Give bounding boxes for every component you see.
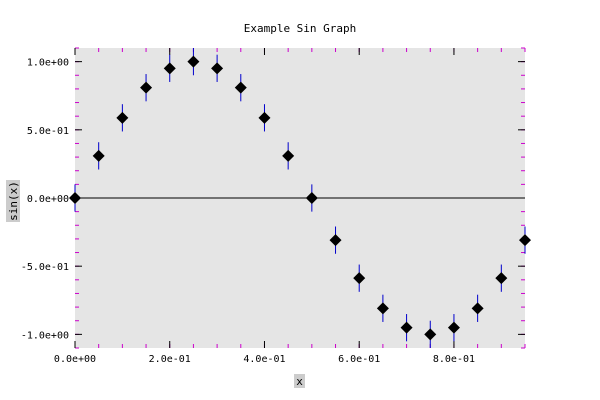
x-tick-label: 2.0e-01 xyxy=(149,354,191,365)
x-tick-label: 6.0e-01 xyxy=(338,354,380,365)
x-axis-label: x xyxy=(296,375,303,388)
y-tick-label: -1.0e+00 xyxy=(21,330,69,341)
x-tick-label: 8.0e-01 xyxy=(433,354,475,365)
y-tick-label: 1.0e+00 xyxy=(27,58,69,69)
chart-title: Example Sin Graph xyxy=(244,22,357,35)
y-tick-labels: 1.0e+00 5.0e-01 0.0e+00 -5.0e-01 -1.0e+00 xyxy=(21,58,69,342)
y-tick-label: 5.0e-01 xyxy=(27,126,69,137)
data-point xyxy=(353,272,366,285)
data-point xyxy=(305,192,318,204)
data-point xyxy=(329,234,342,247)
data-point xyxy=(519,234,531,247)
data-point xyxy=(211,62,224,75)
data-point xyxy=(69,192,81,204)
x-tick-label: 4.0e-01 xyxy=(243,354,285,365)
x-tick-label: 0.0e+00 xyxy=(54,354,96,365)
y-axis-label-bg xyxy=(6,180,20,222)
data-markers xyxy=(69,55,531,341)
data-point xyxy=(234,81,247,94)
data-point xyxy=(400,321,413,334)
x-axis-label-bg xyxy=(294,374,305,388)
y-tick-label: 0.0e+00 xyxy=(27,194,69,205)
data-point xyxy=(258,111,271,124)
data-point xyxy=(140,81,153,94)
data-point xyxy=(282,149,295,162)
x-tick-labels: 0.0e+00 2.0e-01 4.0e-01 6.0e-01 8.0e-01 xyxy=(54,354,475,365)
data-point xyxy=(471,302,484,315)
data-point xyxy=(187,55,200,68)
data-point xyxy=(163,62,176,75)
data-point xyxy=(447,321,460,334)
data-point xyxy=(116,111,129,124)
y-axis-label: sin(x) xyxy=(7,181,20,221)
data-point xyxy=(424,328,437,341)
data-point xyxy=(92,149,105,162)
y-tick-label: -5.0e-01 xyxy=(21,262,69,273)
data-point xyxy=(376,302,389,315)
data-point xyxy=(495,272,508,285)
